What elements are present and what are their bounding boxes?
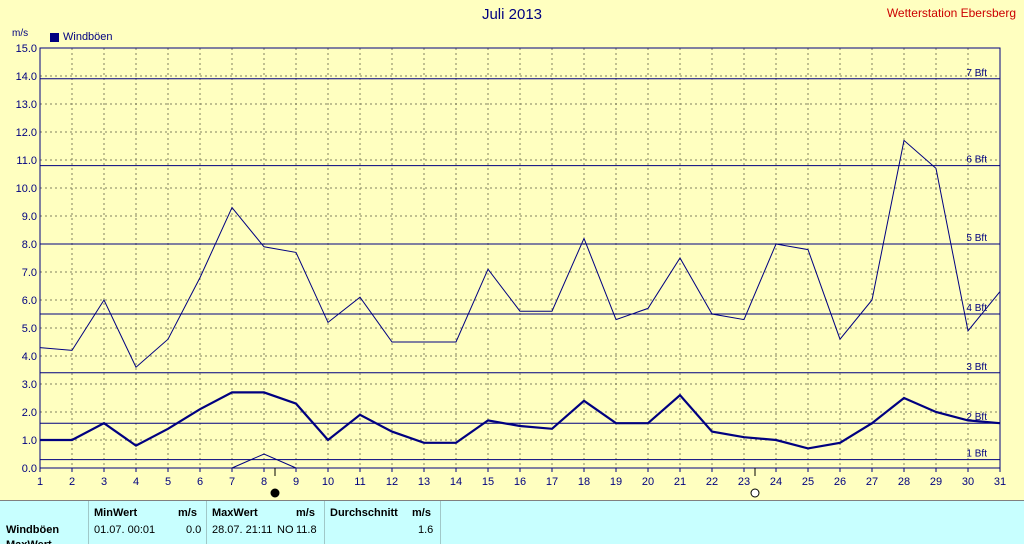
beaufort-label: 6 Bft — [966, 155, 987, 166]
min-date: 01.07. 00:01 — [94, 524, 156, 536]
y-tick-label: 2.0 — [22, 407, 37, 419]
y-tick-label: 8.0 — [22, 239, 37, 251]
x-tick-label: 8 — [261, 476, 267, 488]
x-tick-label: 28 — [898, 476, 910, 488]
x-tick-label: 15 — [482, 476, 494, 488]
min-header: MinWert — [94, 507, 138, 519]
y-tick-label: 0.0 — [22, 463, 37, 475]
avg-unit: m/s — [412, 507, 431, 519]
min-value: 0.0 — [186, 524, 202, 536]
y-tick-label: 4.0 — [22, 351, 37, 363]
x-tick-label: 6 — [197, 476, 203, 488]
x-tick-label: 24 — [770, 476, 782, 488]
x-tick-label: 3 — [101, 476, 107, 488]
beaufort-label: 1 Bft — [966, 449, 987, 460]
x-tick-label: 13 — [418, 476, 430, 488]
row-label-2: MaxWert — [6, 539, 52, 544]
y-tick-label: 12.0 — [16, 127, 37, 139]
x-tick-label: 27 — [866, 476, 878, 488]
y-tick-label: 15.0 — [16, 43, 37, 55]
x-tick-label: 5 — [165, 476, 171, 488]
y-tick-label: 11.0 — [16, 155, 37, 167]
legend-label: Windböen — [63, 31, 113, 43]
y-axis-unit: m/s — [12, 28, 29, 39]
row-label: Windböen — [6, 524, 60, 536]
max-value: 11.8 — [296, 524, 317, 536]
x-tick-label: 4 — [133, 476, 139, 488]
x-tick-label: 9 — [293, 476, 299, 488]
stats-panel: MinWert m/s MaxWert m/s Durchschnitt m/s… — [0, 500, 1024, 544]
x-tick-label: 14 — [450, 476, 462, 488]
beaufort-label: 5 Bft — [966, 233, 987, 244]
y-tick-label: 3.0 — [22, 379, 37, 391]
series-line-1 — [40, 391, 1001, 450]
x-tick-label: 11 — [354, 476, 365, 488]
legend: Windböen — [50, 31, 113, 43]
y-tick-label: 6.0 — [22, 295, 37, 307]
x-tick-label: 30 — [962, 476, 974, 488]
y-tick-label: 1.0 — [22, 435, 37, 447]
beaufort-label: 2 Bft — [966, 412, 987, 423]
legend-swatch — [50, 32, 59, 42]
station-name: Wetterstation Ebersberg — [886, 6, 1016, 20]
avg-value: 1.6 — [418, 524, 434, 536]
chart-title: Juli 2013 — [481, 6, 543, 23]
x-tick-label: 26 — [834, 476, 846, 488]
min-unit: m/s — [178, 507, 197, 519]
x-tick-label: 17 — [546, 476, 558, 488]
y-tick-label: 7.0 — [22, 267, 37, 279]
x-tick-label: 22 — [706, 476, 718, 488]
max-dir: NO — [277, 524, 294, 536]
x-tick-label: 18 — [578, 476, 590, 488]
y-tick-label: 10.0 — [16, 183, 37, 195]
x-tick-label: 25 — [802, 476, 814, 488]
x-tick-label: 16 — [514, 476, 526, 488]
max-header: MaxWert — [212, 507, 258, 519]
x-tick-label: 31 — [994, 476, 1006, 488]
x-tick-label: 19 — [610, 476, 622, 488]
y-tick-label: 14.0 — [16, 71, 37, 83]
x-tick-label: 7 — [229, 476, 235, 488]
x-tick-label: 2 — [69, 476, 75, 488]
max-date: 28.07. 21:11 — [212, 524, 273, 536]
moon-full-icon — [750, 488, 760, 498]
x-tick-label: 10 — [322, 476, 334, 488]
beaufort-label: 7 Bft — [966, 68, 987, 79]
x-tick-label: 1 — [37, 476, 43, 488]
moon-new-icon — [270, 488, 280, 498]
y-tick-label: 5.0 — [22, 323, 37, 335]
series-line-2 — [231, 453, 297, 469]
x-tick-label: 23 — [738, 476, 750, 488]
y-tick-label: 9.0 — [22, 211, 37, 223]
beaufort-label: 4 Bft — [966, 303, 987, 314]
x-tick-label: 29 — [930, 476, 942, 488]
y-tick-label: 13.0 — [16, 99, 37, 111]
x-tick-label: 21 — [674, 476, 686, 488]
max-unit: m/s — [296, 507, 315, 519]
beaufort-label: 3 Bft — [966, 362, 987, 373]
series-line-0 — [39, 139, 1001, 369]
avg-header: Durchschnitt — [330, 507, 398, 519]
x-tick-label: 20 — [642, 476, 654, 488]
x-tick-label: 12 — [386, 476, 398, 488]
